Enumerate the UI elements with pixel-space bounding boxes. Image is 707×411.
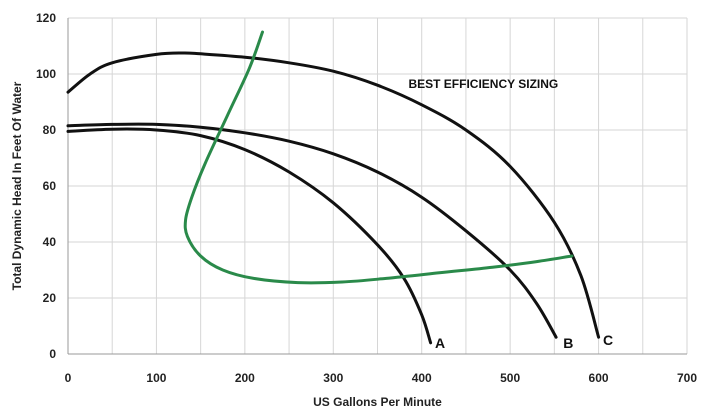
y-tick-label: 40 [43, 235, 57, 249]
x-tick-labels: 0 100 200 300 400 500 600 700 [65, 371, 698, 385]
x-tick-label: 0 [65, 371, 72, 385]
curve-c-label: C [603, 332, 613, 348]
y-tick-label: 0 [49, 347, 56, 361]
y-tick-label: 100 [36, 67, 56, 81]
curve-b-label: B [563, 335, 573, 351]
axes [67, 18, 687, 355]
y-tick-label: 80 [43, 123, 57, 137]
series-group [66, 30, 601, 345]
y-tick-label: 20 [43, 291, 57, 305]
series-labels: A B C [435, 332, 613, 351]
curve-a-line [66, 127, 433, 345]
curve-b-line [66, 122, 558, 339]
x-axis-label: US Gallons Per Minute [313, 395, 442, 409]
x-tick-label: 700 [677, 371, 697, 385]
x-tick-label: 300 [323, 371, 343, 385]
system-curve-line [183, 30, 574, 285]
y-tick-label: 120 [36, 11, 56, 25]
x-tick-label: 600 [589, 371, 609, 385]
x-tick-label: 400 [412, 371, 432, 385]
y-axis-label: Total Dynamic Head In Feet Of Water [10, 81, 24, 290]
y-tick-label: 60 [43, 179, 57, 193]
y-tick-labels: 0 20 40 60 80 100 120 [36, 11, 56, 361]
x-tick-label: 100 [146, 371, 166, 385]
annotation-best-efficiency: BEST EFFICIENCY SIZING [408, 77, 558, 91]
x-tick-label: 200 [235, 371, 255, 385]
curve-c-line [66, 51, 601, 339]
x-tick-label: 500 [500, 371, 520, 385]
curve-a-label: A [435, 335, 445, 351]
